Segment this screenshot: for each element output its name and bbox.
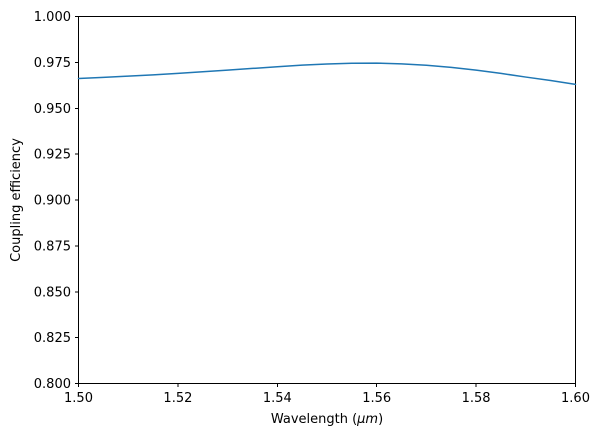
y-axis-label: Coupling efficiency <box>9 138 24 262</box>
y-tick-label: 0.875 <box>34 239 71 254</box>
y-tick-label: 0.925 <box>34 148 71 163</box>
y-tick-label: 1.000 <box>34 10 71 25</box>
y-tick-label: 0.825 <box>34 331 71 346</box>
y-tick-label: 0.800 <box>34 377 71 392</box>
data-line-coupling-efficiency-curve <box>77 62 577 86</box>
plot-border <box>78 16 576 384</box>
y-tick-label: 0.900 <box>34 194 71 209</box>
x-axis-label-prefix: Wavelength ( <box>270 412 358 427</box>
x-tick-label: 1.60 <box>561 391 590 406</box>
y-tick-label: 0.975 <box>34 56 71 71</box>
x-axis-label-suffix: ) <box>378 412 384 427</box>
x-axis-label-unit: μm <box>357 412 379 427</box>
x-tick-label: 1.50 <box>64 391 93 406</box>
y-tick-label: 0.950 <box>34 102 71 117</box>
y-tick-label: 0.850 <box>34 285 71 300</box>
x-tick-label: 1.52 <box>163 391 192 406</box>
x-tick-label: 1.54 <box>263 391 292 406</box>
x-tick-label: 1.58 <box>462 391 491 406</box>
x-tick-label: 1.56 <box>362 391 391 406</box>
x-axis-label: Wavelength (μm) <box>271 412 383 428</box>
